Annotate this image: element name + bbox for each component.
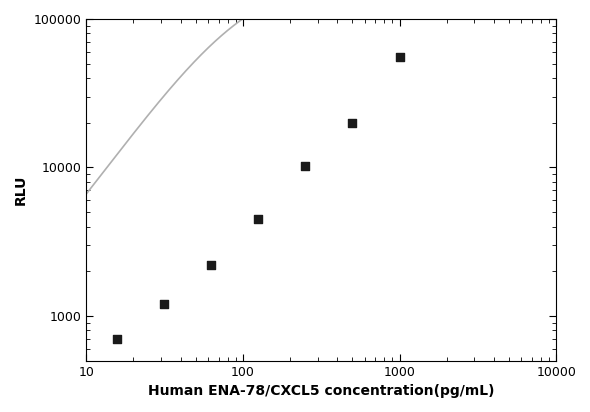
- Point: [395, 54, 404, 61]
- Y-axis label: RLU: RLU: [14, 175, 28, 205]
- Point: [112, 336, 122, 342]
- Point: [348, 119, 357, 126]
- Point: [159, 301, 168, 307]
- X-axis label: Human ENA-78/CXCL5 concentration(pg/mL): Human ENA-78/CXCL5 concentration(pg/mL): [148, 384, 494, 398]
- Point: [300, 162, 310, 169]
- Point: [253, 215, 263, 222]
- Point: [206, 262, 215, 268]
